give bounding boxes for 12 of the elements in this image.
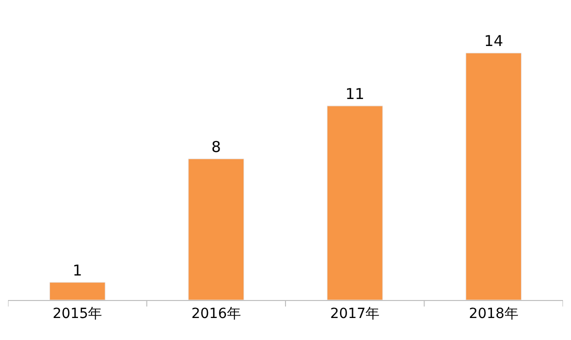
x-tick-label: 2016年	[191, 306, 241, 322]
data-label: 8	[211, 138, 221, 156]
bar	[49, 282, 106, 300]
x-tick-label: 2018年	[468, 306, 518, 322]
data-label: 1	[72, 261, 82, 280]
bar	[466, 52, 522, 300]
data-label: 14	[484, 32, 504, 50]
bar	[326, 106, 383, 300]
bar	[188, 158, 244, 300]
x-tick-label: 2017年	[330, 306, 380, 322]
x-tick-label: 2015年	[52, 306, 102, 322]
data-label: 11	[345, 84, 364, 103]
